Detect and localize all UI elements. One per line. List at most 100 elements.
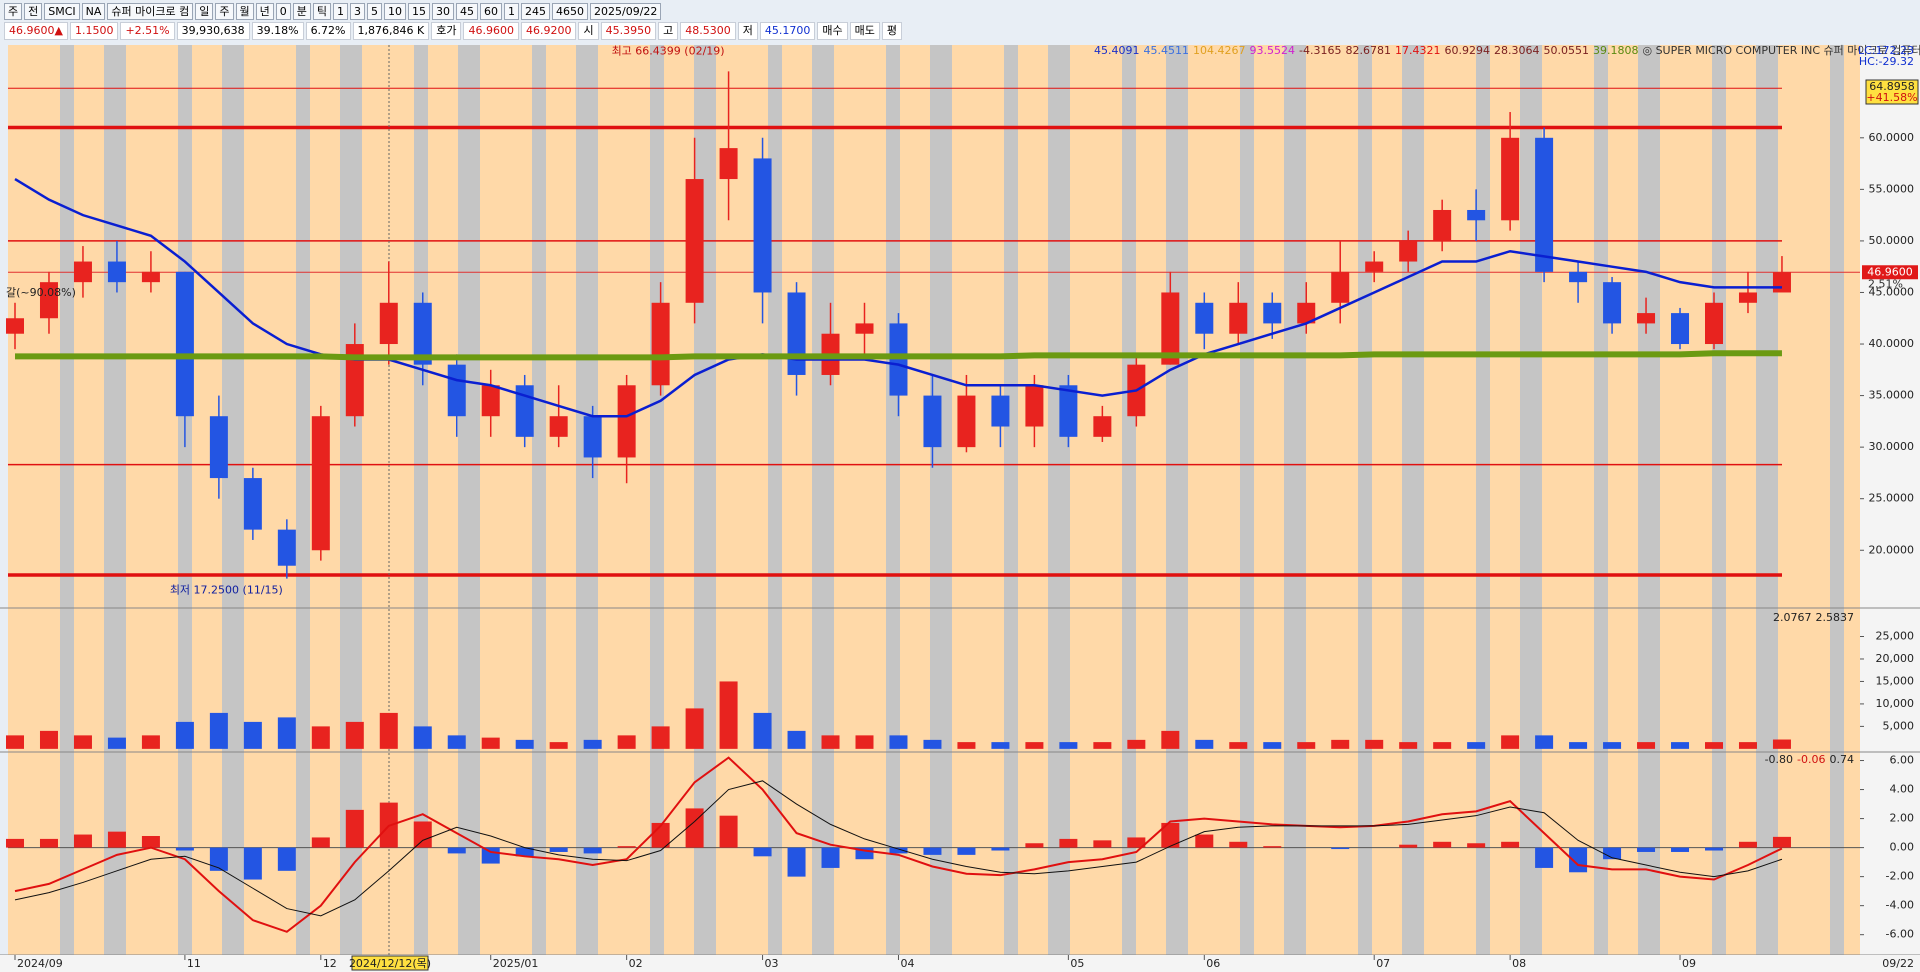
toolbar-button[interactable]: 슈퍼 마이크로 컴 — [107, 2, 194, 20]
x-tick-label: 06 — [1206, 957, 1220, 970]
volume-bar — [991, 742, 1010, 749]
end-label: 09/22 — [1882, 957, 1914, 970]
legend: 45.4091 45.4511 104.4267 93.5524 -4.3165 82.6… — [1094, 44, 1920, 57]
toolbar-button[interactable]: 3 — [350, 2, 366, 20]
toolbar-button[interactable]: 월 — [235, 2, 254, 20]
quote-field[interactable]: 매도 — [849, 22, 880, 40]
price-tag-label: 46.9600 — [1867, 265, 1913, 278]
toolbar-button[interactable]: 주 — [4, 2, 23, 20]
candle-body — [1501, 137, 1520, 221]
legend-item: ◎ SUPER MICRO COMPUTER INC 슈퍼 마이크로 컴퓨터 — [1642, 44, 1920, 57]
toolbar-button[interactable]: 60 — [480, 2, 503, 20]
volume-bar — [1637, 742, 1656, 749]
volume-bar — [1772, 739, 1791, 749]
macd-histogram — [787, 847, 806, 877]
legend-item: 50.0551 — [1543, 44, 1589, 57]
volume-bar — [1433, 742, 1452, 749]
candle-body — [345, 344, 364, 417]
quote-field: 1,876,846 K — [352, 22, 430, 40]
quote-bar: 46.9600▲ 1.1500 +2.51% 39,930,638 39.18% 6.72… — [0, 21, 902, 41]
volume-bar — [1467, 742, 1486, 749]
toolbar-button[interactable]: 15 — [408, 2, 431, 20]
candle-body — [1399, 240, 1418, 262]
macd-histogram — [583, 847, 602, 854]
toolbar-button[interactable]: 년 — [255, 2, 274, 20]
x-tick-label: 07 — [1376, 957, 1390, 970]
macd-histogram — [923, 847, 942, 855]
macd-histogram — [889, 847, 908, 854]
macd-line — [14, 756, 1783, 933]
toolbar-button[interactable]: 0 — [275, 2, 291, 20]
macd-histogram — [6, 838, 24, 848]
x-tick-label: 2025/01 — [493, 957, 539, 970]
x-tick-label: 09 — [1682, 957, 1696, 970]
candle-body — [753, 158, 772, 293]
toolbar-button[interactable]: 2025/09/22 — [590, 2, 662, 20]
volume-bar — [1671, 742, 1690, 749]
toolbar-button[interactable]: 30 — [432, 2, 455, 20]
range-box-label: 64.8958 — [1869, 80, 1915, 93]
legend-item: 60.9294 — [1444, 44, 1490, 57]
macd-histogram — [685, 808, 704, 848]
macd-histogram — [1535, 847, 1554, 868]
candle-body — [107, 261, 126, 283]
candle-body — [447, 364, 466, 417]
macd-histogram — [447, 847, 466, 854]
quote-field[interactable]: 평 — [881, 22, 902, 40]
panel-header: -0.80 -0.06 0.74 — [1765, 753, 1854, 766]
toolbar-button[interactable]: NA — [81, 2, 106, 20]
volume-bar — [1161, 730, 1180, 749]
macd-histogram — [1705, 847, 1723, 851]
y-tick-label: -2.00 — [1886, 870, 1914, 883]
macd-histogram — [549, 847, 568, 852]
macd-histogram — [719, 815, 738, 848]
y-tick-label: 20,000 — [1876, 652, 1915, 665]
toolbar-button[interactable]: 주 — [215, 2, 234, 20]
toolbar-button[interactable]: 5 — [367, 2, 383, 20]
candle-body — [481, 385, 500, 417]
macd-histogram — [481, 847, 500, 864]
macd-histogram — [39, 838, 58, 848]
quote-field: 6.72% — [305, 22, 351, 40]
toolbar-button[interactable]: 4650 — [552, 2, 589, 20]
macd-histogram — [855, 847, 874, 860]
toolbar-button[interactable]: SMCI — [44, 2, 80, 20]
macd-histogram — [243, 847, 262, 880]
quote-field: +2.51% — [120, 22, 175, 40]
toolbar-button[interactable]: 분 — [292, 2, 311, 20]
toolbar-button[interactable]: 245 — [521, 2, 551, 20]
toolbar-button[interactable]: 전 — [24, 2, 43, 20]
x-tick-label: 05 — [1070, 957, 1084, 970]
volume-bar — [311, 726, 330, 749]
quote-field: 39.18% — [251, 22, 304, 40]
y-tick-label: 20.0000 — [1869, 543, 1915, 556]
volume-bar — [379, 712, 398, 749]
volume-bar — [719, 681, 738, 749]
volume-bar — [413, 726, 432, 749]
quote-field: 48.5300 — [680, 22, 736, 40]
macd-histogram — [1603, 847, 1622, 860]
volume-bar — [175, 721, 194, 749]
macd-histogram — [1433, 841, 1452, 848]
quote-field[interactable]: 매수 — [817, 22, 848, 40]
quote-field: 시 — [578, 22, 599, 40]
volume-bar — [651, 726, 670, 749]
toolbar-button[interactable]: 1 — [504, 2, 520, 20]
toolbar-button[interactable]: 45 — [456, 2, 479, 20]
volume-bar — [1569, 742, 1588, 749]
y-tick-label: 50.0000 — [1869, 234, 1915, 247]
toolbar-button[interactable]: 틱 — [312, 2, 332, 20]
volume-bar — [277, 717, 296, 749]
candle-body — [787, 292, 806, 375]
volume-bar — [73, 735, 92, 749]
volume-bar — [821, 735, 840, 749]
toolbar-button[interactable]: 일 — [195, 2, 214, 20]
macd-histogram — [73, 834, 92, 848]
moving-average — [14, 177, 1782, 418]
legend-item: 104.4267 — [1193, 44, 1246, 57]
toolbar-button[interactable]: 10 — [384, 2, 407, 20]
toolbar-button[interactable]: 1 — [333, 2, 349, 20]
x-tick-label: 02 — [629, 957, 643, 970]
y-tick-label: 0.00 — [1890, 841, 1915, 854]
